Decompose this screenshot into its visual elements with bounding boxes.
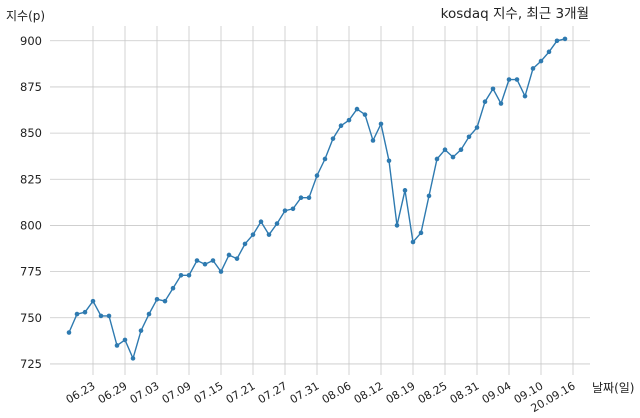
- data-point: [514, 77, 520, 82]
- data-point: [562, 36, 568, 42]
- data-point: [74, 311, 80, 317]
- x-tick-label: 06.29: [96, 379, 130, 406]
- data-point: [146, 311, 152, 317]
- data-point: [554, 38, 560, 44]
- data-point: [330, 136, 336, 141]
- data-point: [122, 337, 128, 343]
- data-point: [210, 258, 216, 263]
- data-point: [410, 239, 416, 245]
- data-point: [226, 252, 232, 258]
- data-point: [522, 93, 528, 99]
- data-point: [194, 258, 200, 263]
- data-point: [114, 343, 120, 348]
- data-point: [298, 195, 304, 201]
- data-point: [266, 232, 272, 237]
- data-point: [498, 101, 504, 106]
- y-tick-label: 875: [20, 80, 42, 94]
- data-point: [378, 121, 384, 127]
- data-point: [170, 285, 176, 291]
- data-point: [394, 223, 400, 228]
- data-point: [346, 117, 352, 123]
- data-point: [178, 272, 184, 278]
- x-axis-label: 날짜(일): [592, 381, 634, 395]
- data-point: [386, 158, 392, 164]
- y-tick-label: 725: [20, 357, 42, 371]
- data-point: [242, 241, 248, 247]
- data-point: [322, 156, 328, 162]
- data-point: [138, 328, 144, 333]
- data-point: [474, 125, 480, 130]
- data-point: [314, 173, 320, 178]
- y-tick-label: 775: [20, 265, 42, 279]
- y-tick-label: 900: [20, 34, 42, 48]
- y-ticks: 725 750 775 800 825 850 875 900: [20, 34, 42, 371]
- data-point: [442, 147, 448, 153]
- data-point: [538, 58, 544, 64]
- data-point: [186, 272, 192, 278]
- grid: [50, 26, 590, 375]
- data-point: [338, 123, 344, 129]
- data-point: [530, 66, 536, 71]
- y-tick-label: 825: [20, 172, 42, 186]
- data-point: [418, 230, 424, 236]
- data-point: [202, 261, 208, 267]
- x-tick-label: 06.23: [64, 379, 98, 406]
- data-point: [106, 313, 112, 319]
- y-tick-label: 750: [20, 311, 42, 325]
- chart-title: kosdaq 지수, 최근 3개월: [441, 6, 589, 22]
- data-point: [426, 193, 432, 199]
- data-point: [482, 99, 488, 105]
- x-tick-label: 08.25: [416, 379, 450, 406]
- x-tick-label: 07.09: [160, 379, 194, 406]
- data-point: [450, 154, 456, 160]
- data-point: [66, 330, 72, 335]
- data-point: [234, 256, 240, 261]
- x-tick-label: 08.31: [448, 379, 482, 406]
- data-point: [258, 219, 264, 225]
- data-point: [306, 195, 312, 201]
- x-tick-label: 07.27: [256, 379, 290, 406]
- x-ticks: 06.2306.2907.0307.0907.1507.2107.2707.31…: [64, 379, 578, 415]
- x-tick-label: 08.19: [384, 379, 418, 406]
- y-axis-label: 지수(p): [6, 9, 45, 23]
- data-point: [370, 138, 376, 143]
- x-tick-label: 07.31: [288, 379, 322, 406]
- data-point: [402, 188, 408, 193]
- x-tick-label: 08.12: [352, 379, 386, 406]
- data-point: [282, 208, 288, 213]
- x-tick-label: 07.21: [224, 379, 258, 406]
- x-tick-label: 08.06: [320, 379, 354, 406]
- data-point: [162, 298, 168, 304]
- y-tick-label: 850: [20, 126, 42, 140]
- data-point: [218, 269, 224, 274]
- data-point: [506, 77, 512, 82]
- y-tick-label: 800: [20, 218, 42, 232]
- data-point: [130, 356, 136, 361]
- data-point: [354, 106, 360, 112]
- data-point: [490, 86, 496, 92]
- x-tick-label: 07.15: [192, 379, 226, 406]
- data-point: [362, 112, 368, 117]
- data-point: [466, 134, 472, 140]
- x-tick-label: 09.04: [480, 379, 514, 406]
- data-point: [458, 147, 464, 153]
- data-point: [274, 221, 280, 226]
- data-point: [154, 296, 160, 302]
- data-point: [82, 309, 88, 315]
- series-layer: [66, 36, 568, 361]
- data-point: [546, 49, 552, 55]
- data-point: [98, 313, 104, 319]
- data-point: [250, 232, 256, 237]
- data-point: [290, 206, 296, 212]
- x-tick-label: 07.03: [128, 379, 162, 406]
- data-point: [434, 156, 440, 162]
- data-point: [90, 298, 96, 304]
